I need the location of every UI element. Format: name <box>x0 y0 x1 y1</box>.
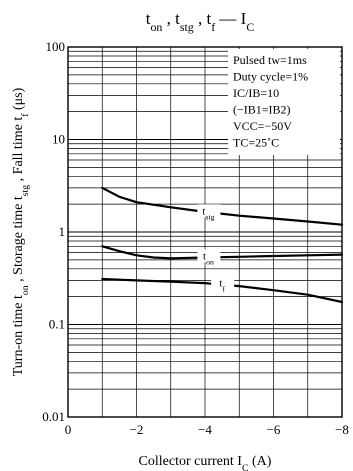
text-part: (μs) <box>11 87 26 113</box>
condition-line: TC=25˚C <box>233 136 279 150</box>
text-part: — I <box>215 9 247 28</box>
condition-line: Duty cycle=1% <box>233 70 308 84</box>
y-tick-label: 0.1 <box>49 317 65 332</box>
text-part: (A) <box>249 454 272 469</box>
tick-labels: 0 −2 −4 −6 −8 100 10 1 0.1 0.01 <box>42 39 349 437</box>
chart-title: ton , tstg , tf — IC <box>146 9 255 34</box>
subscript: on <box>150 20 162 34</box>
y-axis-label: Turn-on time ton , Storage time tstg , F… <box>11 87 31 376</box>
text-part: t <box>146 9 151 28</box>
series-label-tf: tf <box>219 278 225 294</box>
subscript: stg <box>205 212 214 221</box>
series-label-bg <box>211 276 235 290</box>
x-tick-label: −4 <box>198 422 212 437</box>
subscript: stg <box>180 20 194 34</box>
grid <box>68 47 342 418</box>
conditions-background <box>228 49 340 155</box>
plot-frame <box>67 46 343 418</box>
series-label-bg <box>197 204 221 218</box>
subscript: on <box>20 285 31 295</box>
x-tick-label: −6 <box>267 422 281 437</box>
x-tick-label: −2 <box>130 422 144 437</box>
condition-line: VCC=−50V <box>233 119 292 133</box>
y-tick-label: 0.01 <box>42 409 65 424</box>
series-line-ton <box>101 245 344 260</box>
series-line-tstg <box>101 186 344 226</box>
subscript: f <box>222 284 225 293</box>
text-part: , t <box>162 9 180 28</box>
y-tick-label: 10 <box>52 132 65 147</box>
x-tick-label: 0 <box>65 422 72 437</box>
text-part: , t <box>194 9 212 28</box>
y-tick-label: 1 <box>59 224 66 239</box>
text-part: Turn-on time t <box>11 295 26 376</box>
text-part: t <box>203 250 206 262</box>
condition-line: IC/IB=10 <box>233 86 279 100</box>
conditions-box: Pulsed tw=1ms Duty cycle=1% IC/IB=10 (−IB1=… <box>228 49 340 155</box>
subscript: f <box>20 113 31 117</box>
y-tick-label: 100 <box>46 39 66 54</box>
series-label-tstg: tstg <box>202 205 214 221</box>
x-axis-label: Collector current IC (A) <box>139 454 272 471</box>
text-part: t <box>202 205 205 217</box>
subscript: C <box>246 20 254 34</box>
text-part: , Storage time t <box>11 196 26 285</box>
subscript: stg <box>20 185 31 197</box>
subscript: f <box>211 20 215 34</box>
series-label-ton: ton <box>203 250 214 266</box>
series-label-bg <box>197 249 221 263</box>
text-part: t <box>219 278 222 290</box>
x-tick-label: −8 <box>335 422 349 437</box>
condition-line: Pulsed tw=1ms <box>233 53 307 67</box>
subscript: C <box>242 463 249 471</box>
text-part: , Fall time t <box>11 117 26 185</box>
condition-line: (−IB1=IB2) <box>233 103 291 117</box>
subscript: on <box>206 257 214 266</box>
text-part: Collector current I <box>139 454 243 469</box>
